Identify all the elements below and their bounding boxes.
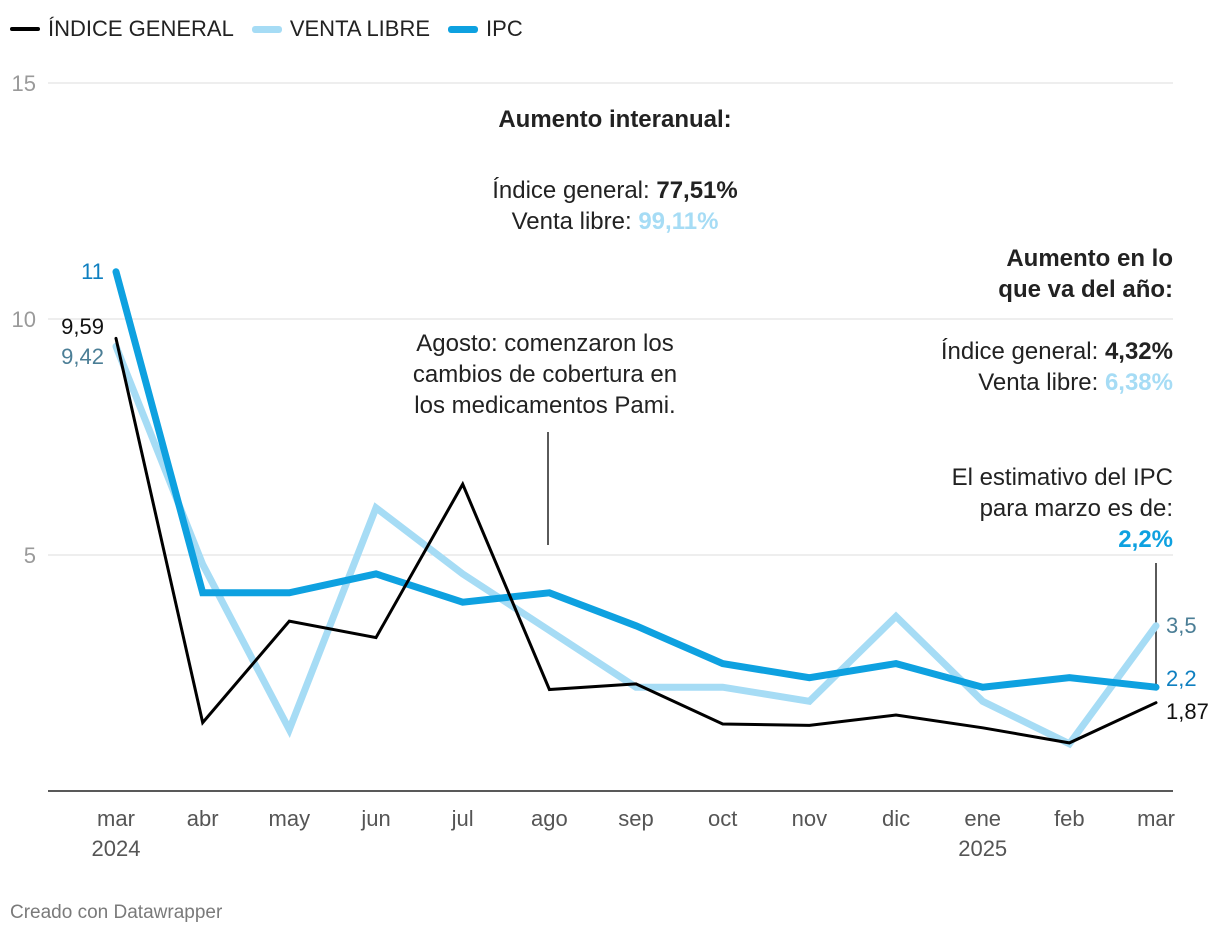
data-label-end-general: 1,87: [1166, 699, 1209, 724]
annotation-anio-title-1: Aumento en lo: [1006, 245, 1173, 272]
data-label-end-ipc: 2,2: [1166, 666, 1197, 691]
x-tick-label-10: ene: [964, 806, 1001, 831]
x-tick-label-3: jun: [360, 806, 390, 831]
x-tick-label-2: may: [269, 806, 311, 831]
x-tick-label-8: nov: [792, 806, 827, 831]
legend-item-venta-libre[interactable]: VENTA LIBRE: [251, 16, 431, 42]
annotation-interanual: Aumento interanual: Índice general: 77,5…: [420, 104, 810, 237]
annotation-ipc-estimate-line-2: para marzo es de:: [979, 495, 1173, 522]
annotation-anio-title-2: que va del año:: [998, 276, 1173, 303]
x-tick-label-1: abr: [187, 806, 219, 831]
y-tick-label-5: 5: [24, 543, 36, 568]
y-tick-label-10: 10: [12, 307, 36, 332]
legend-label-venta-libre: VENTA LIBRE: [289, 16, 431, 41]
annotation-interanual-general: Índice general: 77,51%: [492, 177, 738, 204]
x-tick-label-5: ago: [531, 806, 568, 831]
annotation-agosto-line-2: cambios de cobertura en: [412, 361, 678, 388]
annotation-interanual-title: Aumento interanual:: [498, 106, 732, 133]
annotation-ipc-estimate: El estimativo del IPC para marzo es de: …: [873, 462, 1173, 555]
legend-swatch-ipc: [448, 25, 479, 33]
x-tick-label-6: sep: [618, 806, 653, 831]
x-tick-label-9: dic: [882, 806, 910, 831]
x-tick-label-11: feb: [1054, 806, 1085, 831]
y-tick-label-15: 15: [12, 71, 36, 96]
legend-swatch-venta-libre: [251, 25, 282, 33]
annotation-anio: Aumento en lo que va del año: Índice gen…: [873, 243, 1173, 398]
annotation-agosto-line-1: Agosto: comenzaron los: [416, 330, 674, 357]
annotation-agosto-line-3: los medicamentos Pami.: [414, 392, 676, 419]
series-line-ipc: [112, 268, 1160, 691]
data-label-start-libre: 9,42: [61, 344, 104, 369]
footer-credit: Creado con Datawrapper: [10, 902, 223, 923]
legend-label-ipc: IPC: [486, 16, 523, 41]
data-label-end-libre: 3,5: [1166, 613, 1197, 638]
x-tick-label-7: oct: [708, 806, 737, 831]
series-line-venta-libre: [112, 342, 1160, 749]
series-line-indice-general: [114, 336, 1158, 745]
data-label-start-general: 9,59: [61, 314, 104, 339]
annotation-ipc-estimate-value: 2,2%: [1118, 526, 1173, 553]
legend-item-ipc[interactable]: IPC: [448, 16, 523, 42]
legend-label-indice-general: ÍNDICE GENERAL: [48, 16, 234, 41]
x-tick-label-4: jul: [451, 806, 474, 831]
x-tick-year-10: 2025: [958, 836, 1007, 861]
x-tick-label-12: mar: [1137, 806, 1175, 831]
annotation-anio-general: Índice general: 4,32%: [940, 338, 1173, 365]
annotation-interanual-libre: Venta libre: 99,11%: [511, 208, 719, 235]
legend: ÍNDICE GENERAL VENTA LIBRE IPC: [10, 16, 523, 42]
legend-item-indice-general[interactable]: ÍNDICE GENERAL: [10, 16, 234, 42]
annotation-agosto: Agosto: comenzaron los cambios de cobert…: [370, 328, 720, 421]
legend-swatch-indice-general: [10, 27, 40, 31]
data-label-start-ipc: 11: [81, 259, 104, 284]
x-tick-year-0: 2024: [92, 836, 141, 861]
annotation-ipc-estimate-line-1: El estimativo del IPC: [951, 464, 1173, 491]
annotation-anio-libre: Venta libre: 6,38%: [978, 369, 1173, 396]
x-tick-label-0: mar: [97, 806, 135, 831]
